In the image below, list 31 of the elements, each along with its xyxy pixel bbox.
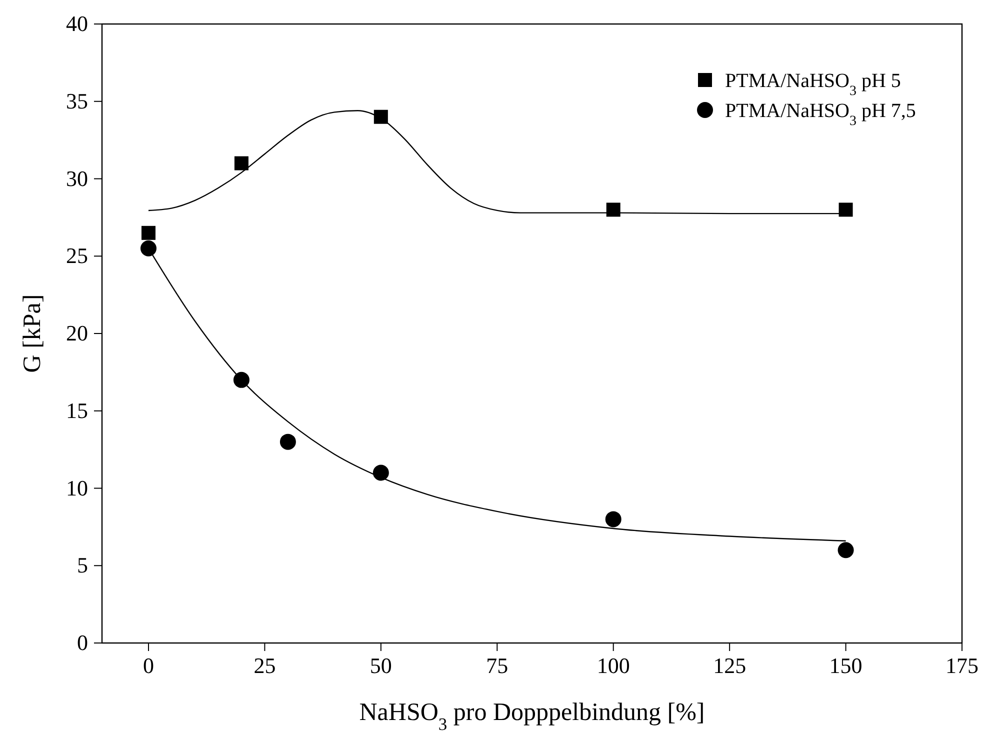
x-tick-label: 75 [486,653,508,678]
x-tick-label: 125 [713,653,746,678]
point [372,464,389,481]
y-tick-label: 20 [66,320,88,346]
legend-label: PTMA/NaHSO$_{3}$ pH 7,5 [725,100,916,128]
x-tick-label: 0 [142,653,154,678]
y-tick-label: 35 [66,88,88,114]
point [234,156,248,170]
legend-label: PTMA/NaHSO$_{3}$ pH 5 [725,70,901,98]
point [838,202,853,217]
point [233,372,250,388]
y-tick-label: 5 [77,552,88,578]
y-tick-label: 10 [66,475,88,500]
x-tick-label: 25 [254,653,276,678]
y-axis-title: G [kPa] [19,294,46,373]
point [374,110,388,124]
x-axis-title: NaHSO$_{3}$ pro Dopppelbindung [%] [359,699,705,734]
point [140,240,156,256]
x-tick-label: 50 [370,653,392,678]
point [280,434,296,450]
x-tick-label: 100 [596,653,630,678]
point [605,511,622,528]
y-tick-label: 25 [66,243,88,268]
y-tick-label: 0 [77,630,88,655]
y-tick-label: 30 [66,166,88,191]
x-tick-label: 150 [829,653,862,678]
point [141,226,156,240]
y-tick-label: 40 [66,11,88,36]
y-tick-label: 15 [66,398,88,423]
point [838,542,854,558]
x-tick-label: 175 [946,653,978,678]
